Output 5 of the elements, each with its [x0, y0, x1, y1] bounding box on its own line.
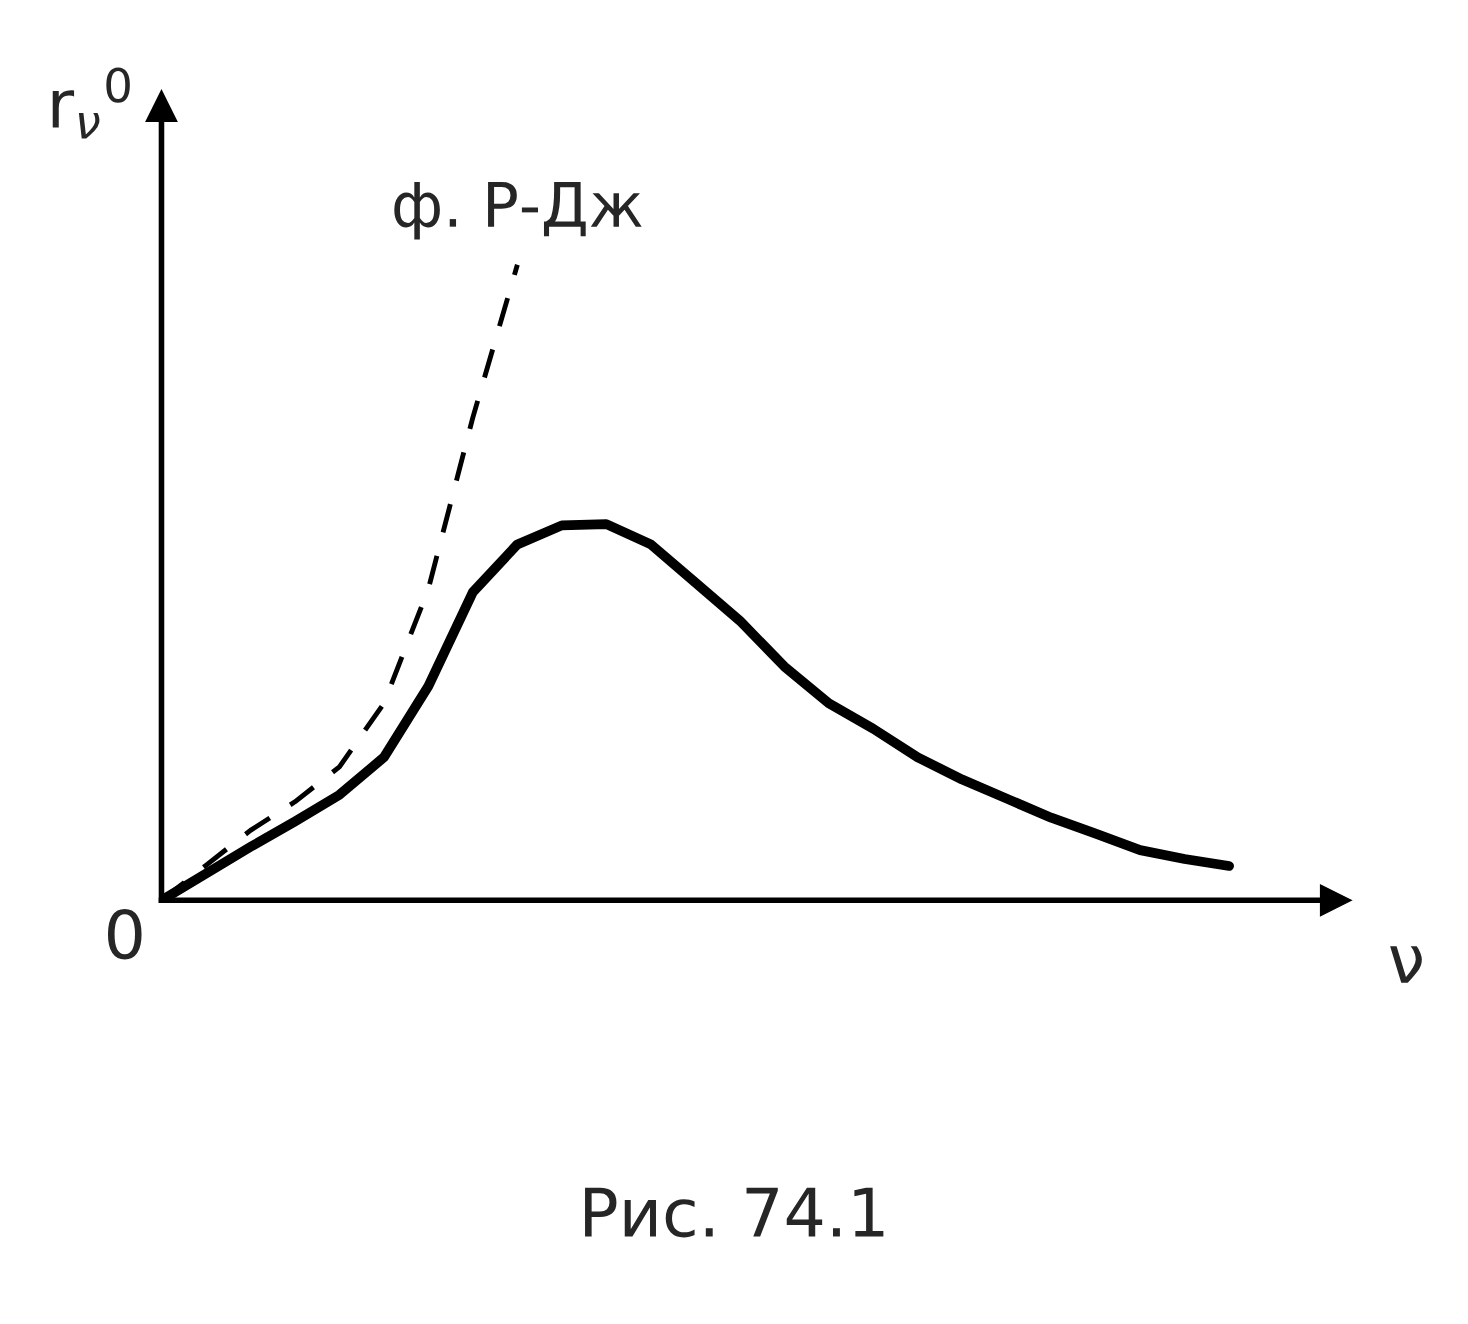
text: Рис. 74.1 — [585, 1187, 884, 1238]
x-axis-title: ν — [1390, 946, 1422, 983]
series-label: ф. Р-Дж — [394, 182, 642, 240]
y-axis-title: r$_{ν}$$^{0}$ — [52, 67, 130, 139]
text: 0 — [107, 908, 142, 960]
